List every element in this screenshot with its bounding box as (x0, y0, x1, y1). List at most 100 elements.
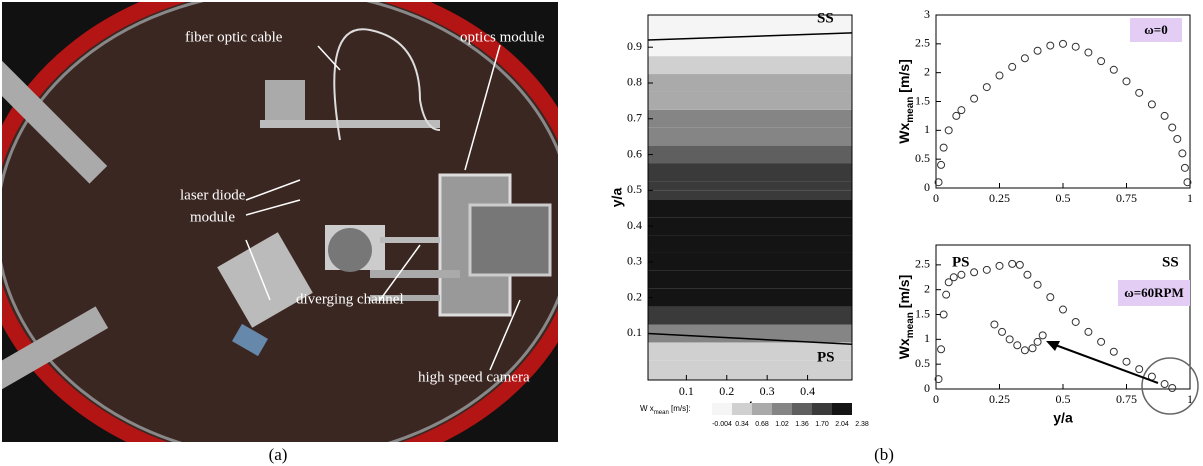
marker (982, 265, 991, 274)
marker (1173, 134, 1182, 143)
y-tick-label: 1 (924, 331, 930, 345)
caption: (a) (269, 445, 288, 464)
y-axis-label-part: mean (905, 97, 916, 123)
contour-band (648, 252, 852, 271)
contour-band (648, 56, 852, 75)
y-tick-label: 1.5 (915, 306, 930, 320)
y-axis-label: Wxmean [m/s] (896, 59, 916, 143)
annotation: PS (952, 254, 970, 270)
marker (1109, 347, 1118, 356)
marker (934, 178, 943, 187)
marker (1020, 346, 1029, 355)
marker (1023, 270, 1032, 279)
marker (952, 111, 961, 120)
marker (1008, 62, 1017, 71)
y-tick-label: 2.5 (915, 257, 930, 271)
y-axis-label: y/a (609, 188, 625, 208)
x-tick-label: 0.75 (1116, 191, 1137, 205)
marker (1020, 54, 1029, 63)
colorbar-swatch (732, 403, 752, 415)
y-tick-label: 2 (924, 281, 930, 295)
x-tick-label: 0.3 (760, 384, 775, 398)
x-tick-label: 0.1 (679, 384, 694, 398)
marker (944, 126, 953, 135)
marker (995, 261, 1004, 270)
annotation: ω=60RPM (1124, 285, 1184, 300)
colorbar-label-part: W x (640, 404, 654, 413)
x-tick-label: 0.4 (800, 384, 815, 398)
plot-frame (935, 244, 1191, 390)
marker (1033, 337, 1042, 346)
marker (1160, 380, 1169, 389)
charts: SS PS 0.1 0.2 0.3 0.4 0.1 0.2 0.3 0.4 0.5 0.6 0.7 0.8… (609, 7, 1199, 428)
photo: fiber optic cable optics module laser di… (2, 2, 558, 442)
marker (1180, 163, 1189, 172)
caption: (b) (874, 445, 894, 464)
marker (1033, 280, 1042, 289)
colorbar-swatch (772, 403, 792, 415)
plot-frame (647, 14, 853, 381)
colorbar-swatch (712, 403, 732, 415)
colorbar-tick-label: -0.004 (712, 421, 732, 428)
marker (1038, 331, 1047, 340)
marker (949, 273, 958, 282)
contour-band (648, 163, 852, 182)
x-tick-label: 0 (933, 191, 939, 205)
marker (934, 375, 943, 384)
marker (982, 83, 991, 92)
marker (1178, 149, 1187, 158)
contour-band (648, 38, 852, 57)
colorbar-swatch (792, 403, 812, 415)
y-tick-label: 0.4 (627, 218, 642, 232)
arrow-head (1046, 341, 1060, 351)
marker (1071, 42, 1080, 51)
marker (1168, 384, 1177, 393)
y-tick-label: 0.7 (627, 111, 642, 125)
y-tick-label: 3 (924, 7, 930, 21)
contour-band (648, 324, 852, 343)
y-tick-label: 0.3 (627, 254, 642, 268)
contour-band (648, 74, 852, 92)
marker (1071, 317, 1080, 326)
marker (944, 278, 953, 287)
marker (1013, 341, 1022, 350)
marker (1059, 39, 1067, 48)
y-tick-label: 0.5 (915, 356, 930, 370)
arrow (1049, 342, 1159, 384)
x-tick-label: 0.5 (1056, 392, 1071, 406)
contour-band (648, 199, 852, 218)
y-tick-label: 0.1 (627, 325, 642, 339)
marker (937, 345, 946, 354)
colorbar-label: W xmean [m/s]: (640, 404, 691, 415)
annotation-box (1130, 18, 1182, 42)
marker (1097, 57, 1106, 66)
colorbar-swatch (812, 403, 832, 415)
x-tick-label: 0.25 (989, 191, 1010, 205)
colorbar-tick-label: 1.70 (815, 421, 829, 428)
wall-label: PS (817, 350, 835, 366)
contour-band (648, 15, 852, 39)
marker (1122, 77, 1131, 86)
marker (990, 320, 999, 329)
marker (942, 290, 951, 299)
x-tick-label: 0.2 (719, 384, 734, 398)
marker (1059, 305, 1067, 314)
colorbar-label-part: mean (654, 410, 669, 416)
y-tick-label: 0.6 (627, 146, 642, 160)
marker (1046, 293, 1055, 302)
marker (998, 327, 1007, 336)
marker (1097, 337, 1106, 346)
marker (1160, 111, 1169, 120)
x-tick-label: 0 (933, 392, 939, 406)
marker (937, 160, 946, 169)
marker (939, 310, 948, 319)
photo-label: high speed camera (418, 369, 530, 385)
y-axis-label: Wxmean [m/s] (896, 275, 916, 359)
marker (1015, 260, 1024, 269)
colorbar-tick-label: 2.04 (835, 421, 849, 428)
photo-label: diverging channel (296, 291, 404, 307)
y-tick-label: 0.2 (627, 289, 642, 303)
marker (1109, 65, 1118, 74)
colorbar-tick-label: 1.36 (795, 421, 809, 428)
